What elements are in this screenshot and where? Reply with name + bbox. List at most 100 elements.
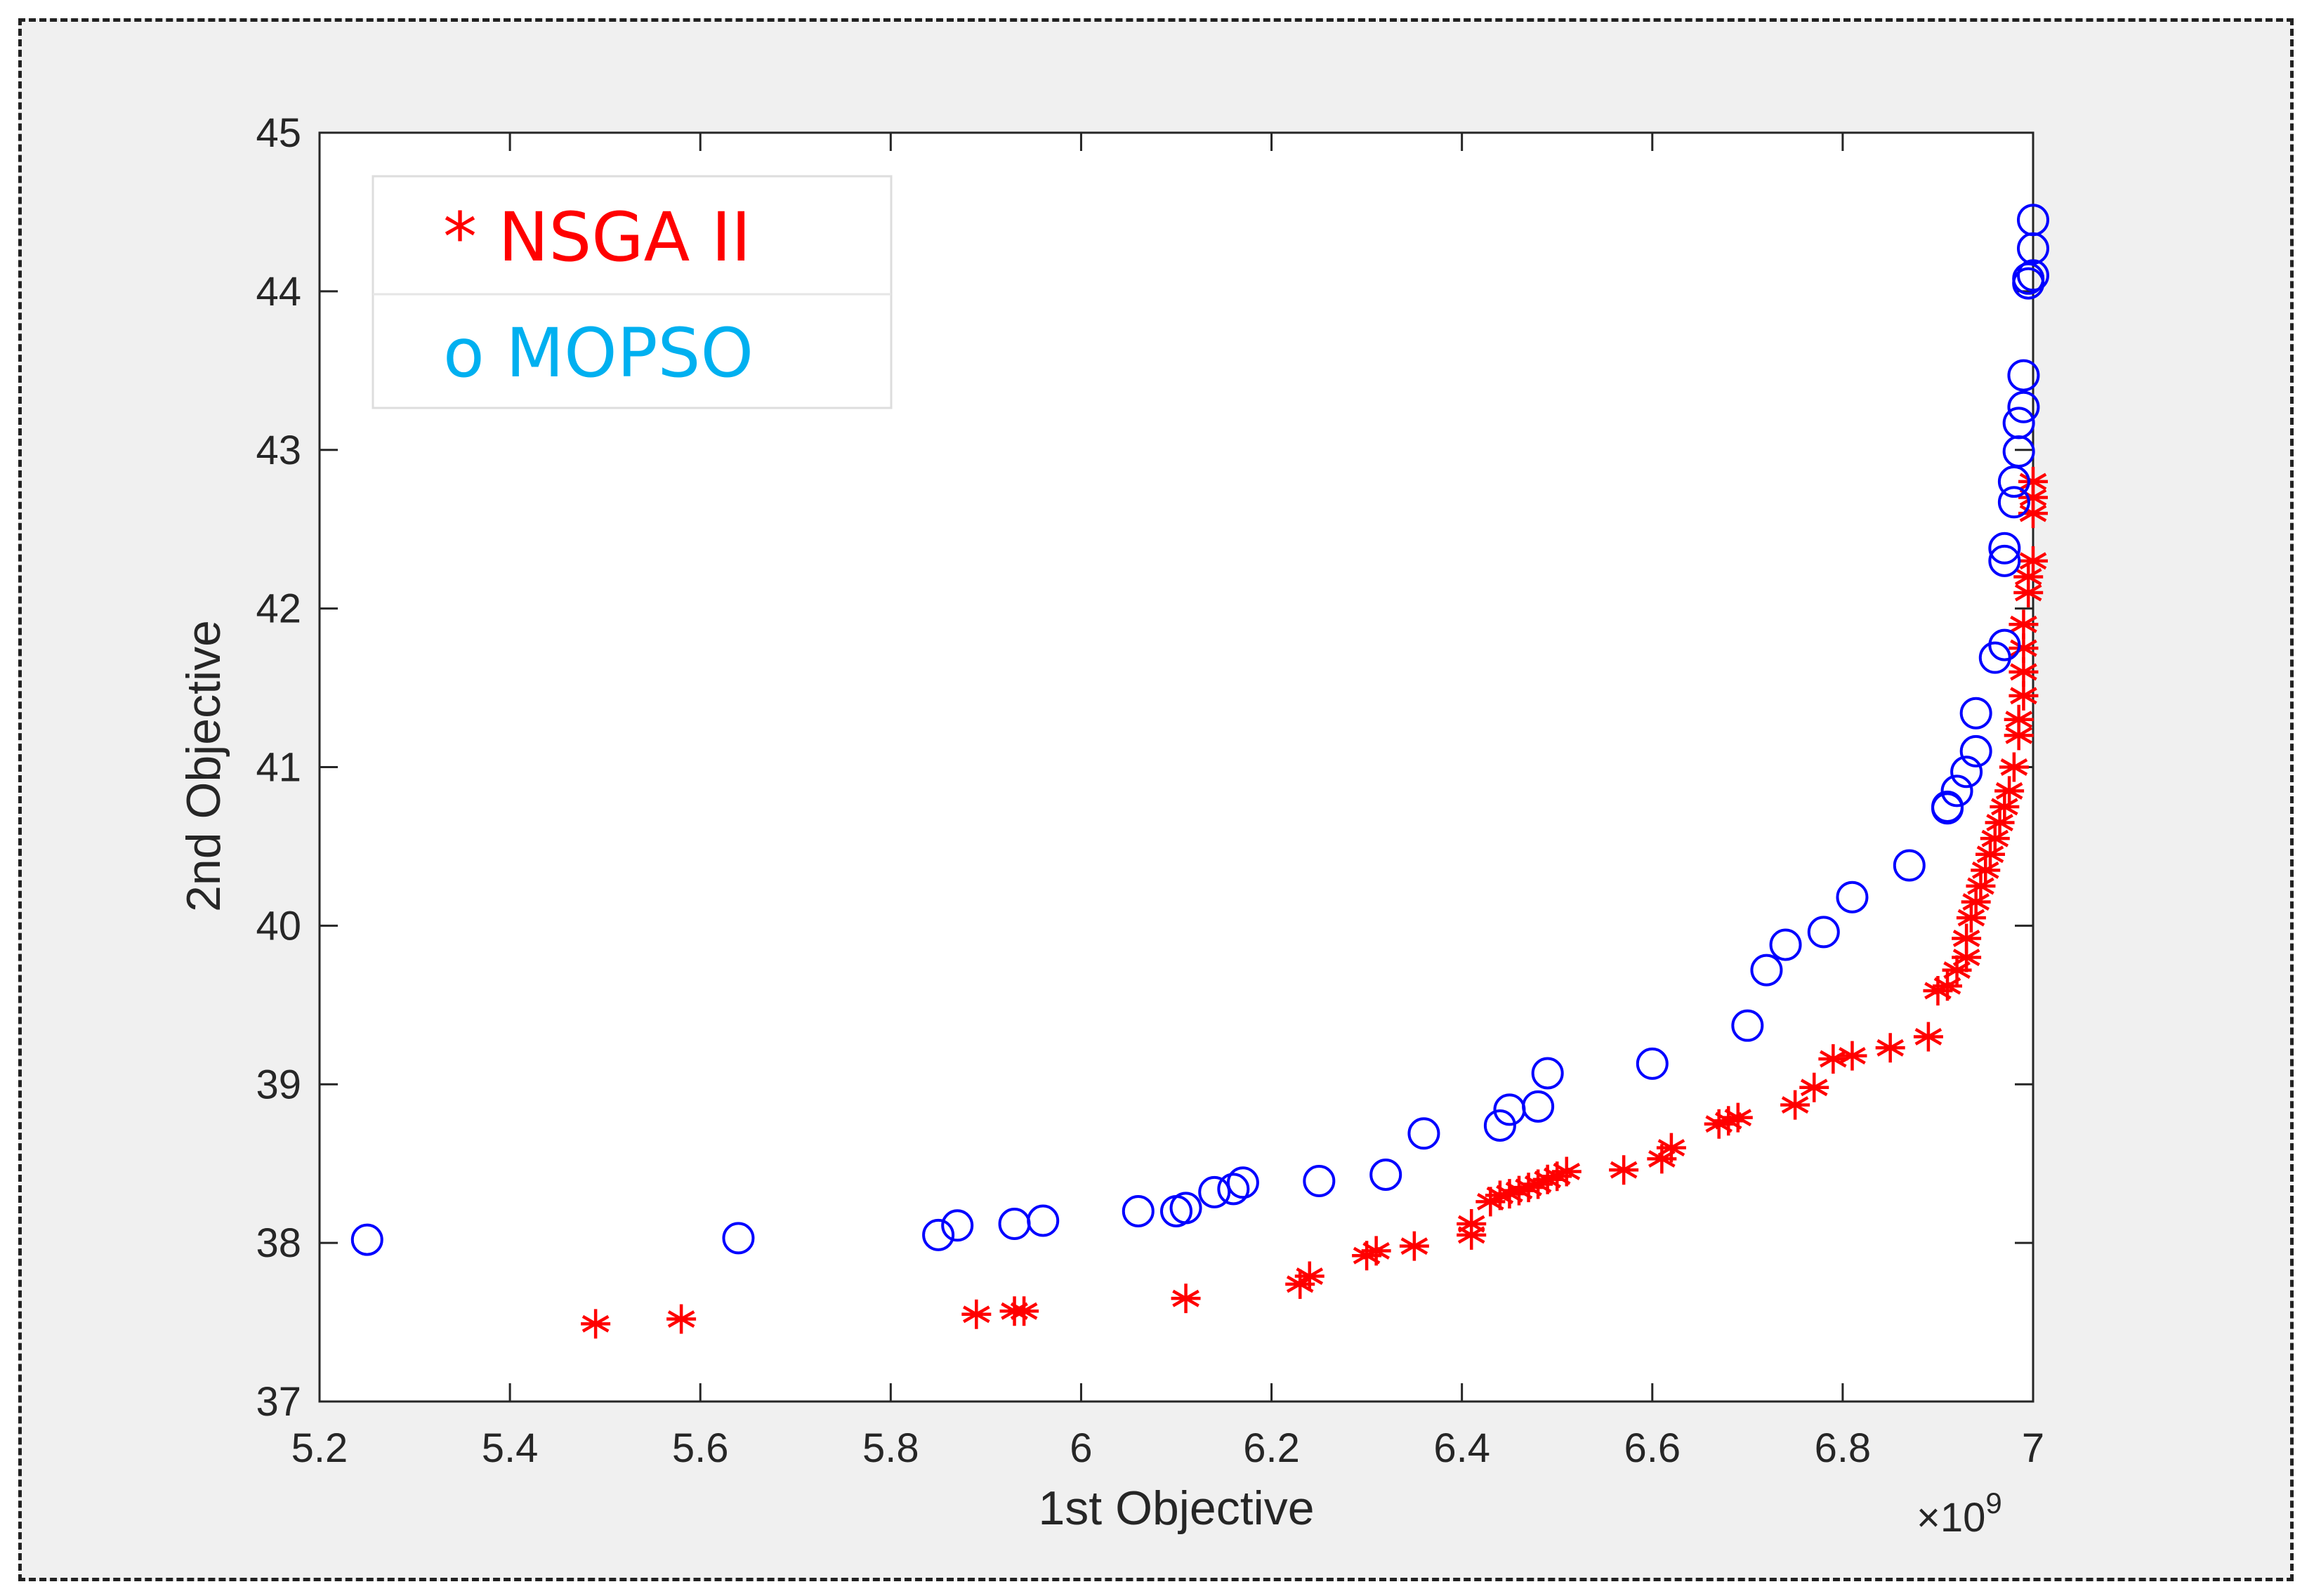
mopso-point bbox=[1522, 1090, 1555, 1123]
nsga2-point bbox=[1971, 855, 2001, 885]
nsga2-point bbox=[2018, 546, 2048, 576]
mopso-point bbox=[1959, 734, 1992, 767]
x-tick-label: 5.6 bbox=[672, 1425, 729, 1471]
mopso-point bbox=[2017, 259, 2049, 292]
chart-frame: 37 38 39 40 41 42 43 44 45 5.2 5.4 5.6 5.8 6 6.2 6.4 6.… bbox=[18, 18, 2294, 1581]
nsga2-point bbox=[1285, 1269, 1315, 1299]
legend-entry-mopso: o MOPSO bbox=[443, 314, 754, 393]
mopso-point bbox=[350, 1223, 383, 1256]
y-tick-label: 40 bbox=[256, 903, 301, 949]
mopso-point bbox=[1931, 790, 1964, 823]
mopso-point bbox=[1950, 756, 1983, 789]
nsga2-point bbox=[2013, 562, 2044, 592]
y-tick-label: 42 bbox=[256, 586, 301, 632]
mopso-point bbox=[1959, 697, 1992, 730]
mopso-point bbox=[1988, 532, 2021, 565]
nsga2-point bbox=[1913, 1022, 1943, 1052]
mopso-point bbox=[1988, 628, 2021, 661]
x-axis-multiplier: ×109 bbox=[1917, 1486, 2002, 1541]
legend-entry-nsga2: * NSGA II bbox=[443, 198, 751, 277]
mopso-point bbox=[1407, 1117, 1440, 1150]
nsga2-point bbox=[1551, 1156, 1582, 1187]
nsga2-point bbox=[1532, 1164, 1563, 1194]
mopso-point bbox=[1636, 1047, 1669, 1080]
x-tick-label: 5.4 bbox=[482, 1425, 539, 1471]
nsga2-point bbox=[666, 1304, 697, 1334]
nsga2-point bbox=[1961, 887, 1991, 917]
mopso-point bbox=[1893, 849, 1926, 882]
y-tick-label: 45 bbox=[256, 110, 301, 156]
mopso-point bbox=[1731, 1009, 1764, 1042]
y-tick-label: 38 bbox=[256, 1220, 301, 1266]
mopso-point bbox=[722, 1222, 755, 1255]
mopso-point bbox=[1769, 928, 1802, 961]
mopso-point bbox=[1027, 1204, 1060, 1237]
nsga2-point bbox=[2004, 704, 2034, 734]
series-nsga2 bbox=[581, 466, 2048, 1339]
legend: * NSGA II o MOPSO bbox=[372, 175, 893, 409]
nsga2-point bbox=[1942, 955, 1972, 985]
nsga2-point bbox=[1485, 1180, 1515, 1211]
y-axis-label: 2nd Objective bbox=[177, 620, 230, 912]
nsga2-point bbox=[1723, 1102, 1753, 1133]
mopso-point bbox=[1169, 1192, 1202, 1225]
nsga2-point bbox=[1875, 1033, 1905, 1063]
nsga2-point bbox=[1294, 1261, 1324, 1291]
y-tick-label: 44 bbox=[256, 269, 301, 315]
mopso-point bbox=[1988, 544, 2021, 577]
nsga2-point bbox=[1966, 871, 1996, 901]
mopso-point bbox=[922, 1218, 955, 1251]
scatter-chart: 37 38 39 40 41 42 43 44 45 5.2 5.4 5.6 5.8 6 6.2 6.4 6.… bbox=[177, 110, 2049, 1541]
nsga2-point bbox=[1457, 1209, 1487, 1239]
nsga2-point bbox=[2009, 609, 2039, 640]
mopso-point bbox=[1122, 1194, 1155, 1227]
x-tick-label: 6 bbox=[1070, 1425, 1092, 1471]
nsga2-point bbox=[2009, 680, 2039, 711]
nsga2-point bbox=[1009, 1296, 1039, 1326]
nsga2-point bbox=[1985, 807, 2015, 838]
nsga2-point bbox=[1704, 1109, 1734, 1139]
y-tick-label: 43 bbox=[256, 428, 301, 473]
mopso-point bbox=[1303, 1165, 1336, 1198]
nsga2-point bbox=[1994, 776, 2025, 806]
nsga2-point bbox=[2018, 466, 2048, 496]
mopso-point bbox=[941, 1209, 974, 1242]
legend-box bbox=[372, 175, 893, 409]
mopso-point bbox=[1807, 916, 1840, 949]
nsga2-point bbox=[2018, 482, 2048, 513]
nsga2-point bbox=[1171, 1284, 1201, 1314]
y-tick-label: 37 bbox=[256, 1379, 301, 1425]
mopso-point bbox=[1531, 1057, 1564, 1090]
nsga2-point bbox=[1990, 791, 2020, 822]
y-tick-label: 39 bbox=[256, 1062, 301, 1107]
y-axis: 37 38 39 40 41 42 43 44 45 bbox=[256, 110, 2033, 1425]
nsga2-point bbox=[2018, 499, 2048, 529]
nsga2-point bbox=[1780, 1090, 1810, 1120]
nsga2-point bbox=[1999, 752, 2029, 782]
nsga2-point bbox=[1494, 1179, 1525, 1209]
x-axis-label: 1st Objective bbox=[1038, 1482, 1314, 1535]
nsga2-point bbox=[581, 1309, 611, 1339]
x-tick-label: 6.6 bbox=[1624, 1425, 1681, 1471]
x-tick-label: 7 bbox=[2022, 1425, 2044, 1471]
mopso-point bbox=[1198, 1175, 1231, 1208]
nsga2-point bbox=[1361, 1236, 1391, 1266]
nsga2-point bbox=[2009, 633, 2039, 664]
mopso-point bbox=[2017, 204, 2049, 237]
nsga2-point bbox=[1952, 923, 1982, 954]
x-tick-label: 6.8 bbox=[1815, 1425, 1872, 1471]
mopso-point bbox=[1226, 1166, 1259, 1199]
nsga2-point bbox=[1399, 1231, 1429, 1261]
nsga2-point bbox=[2009, 657, 2039, 687]
nsga2-point bbox=[1504, 1175, 1534, 1206]
nsga2-point bbox=[1952, 942, 1982, 972]
nsga2-point bbox=[1656, 1133, 1686, 1163]
nsga2-point bbox=[1933, 971, 1962, 1001]
x-tick-label: 5.2 bbox=[291, 1425, 348, 1471]
mopso-point bbox=[1997, 486, 2030, 519]
x-tick-label: 5.8 bbox=[862, 1425, 919, 1471]
mopso-point bbox=[2007, 390, 2040, 423]
nsga2-point bbox=[1647, 1144, 1677, 1174]
x-tick-label: 6.2 bbox=[1243, 1425, 1300, 1471]
nsga2-point bbox=[2013, 578, 2044, 608]
